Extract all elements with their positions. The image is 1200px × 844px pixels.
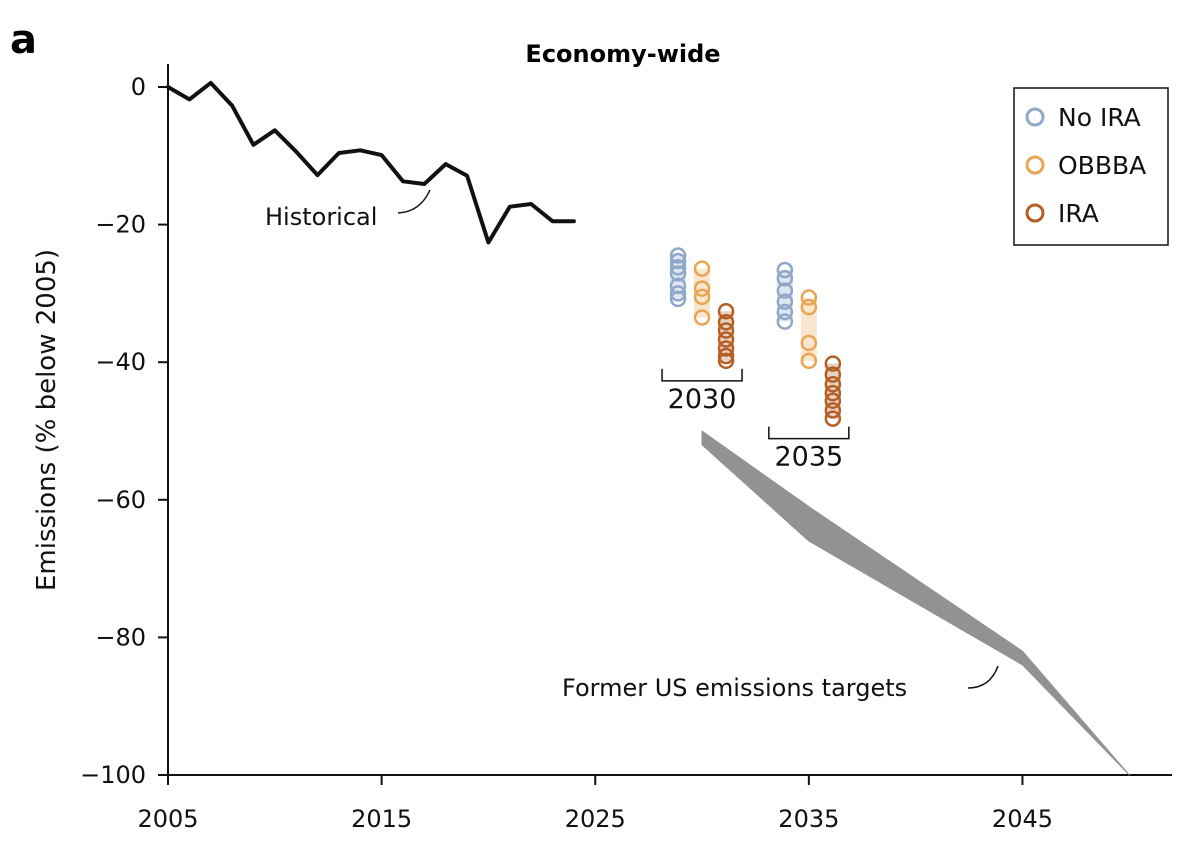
- year-group-brackets: 2030 2035: [661, 368, 850, 473]
- y-tick-label: 0: [131, 73, 146, 101]
- y-axis-label: Emissions (% below 2005): [32, 249, 62, 591]
- y-tick-label: −60: [95, 486, 146, 514]
- scenario-point: [824, 366, 842, 383]
- legend-label: IRA: [1058, 199, 1099, 228]
- scenario-point: [824, 402, 842, 419]
- targets-label: Former US emissions targets: [562, 674, 907, 702]
- legend-label: OBBBA: [1058, 151, 1146, 180]
- scenario-point: [669, 247, 687, 264]
- scenario-point: [717, 331, 735, 348]
- range-bar: [694, 268, 711, 318]
- scenario-point: [776, 282, 794, 299]
- axes: [167, 64, 1172, 776]
- y-tick-label: −20: [95, 211, 146, 239]
- annotations: Historical Former US emissions targets: [265, 189, 999, 702]
- scenario-point: [776, 261, 794, 279]
- scenario-points: [669, 247, 842, 427]
- scenario-point: [669, 252, 687, 270]
- scenario-point: [717, 340, 735, 357]
- panel-letter: a: [10, 17, 37, 63]
- scenario-point: [800, 289, 818, 306]
- range-bar: [800, 297, 817, 361]
- scenario-point: [776, 303, 794, 321]
- historical-label: Historical: [265, 203, 377, 231]
- y-tick-label: −40: [95, 348, 146, 376]
- scenario-point: [824, 392, 842, 409]
- year-bracket: [661, 368, 743, 382]
- x-tick-label: 2005: [137, 805, 198, 833]
- scenario-point: [717, 352, 735, 370]
- scenario-point: [800, 334, 818, 352]
- legend-marker: [1025, 155, 1045, 175]
- legend: No IRA OBBBA IRA: [1013, 87, 1169, 246]
- historical-line: [166, 80, 576, 245]
- x-tick-label: 2035: [778, 805, 839, 833]
- targets-leader: [967, 665, 999, 689]
- scenario-point: [669, 285, 687, 302]
- scenario-point: [776, 313, 794, 330]
- targets-band: [701, 430, 1130, 776]
- scenario-point: [693, 288, 711, 306]
- historical-series: [166, 80, 576, 245]
- scenario-point: [824, 410, 842, 427]
- legend-marker: [1025, 107, 1045, 127]
- x-tick-label: 2015: [351, 805, 412, 833]
- scenario-point: [776, 293, 794, 310]
- y-tick-label: −100: [80, 761, 146, 789]
- scenario-point: [693, 260, 711, 277]
- scenario-point: [693, 309, 711, 326]
- legend-marker: [1025, 203, 1045, 223]
- scenario-point: [824, 355, 842, 372]
- x-ticks: 2005 2015 2025 2035 2045: [137, 775, 1053, 833]
- scenario-point: [717, 303, 735, 320]
- scenario-point: [800, 352, 818, 370]
- year-bracket: [768, 426, 850, 440]
- scenario-point: [669, 290, 687, 308]
- legend-label: No IRA: [1058, 103, 1141, 132]
- y-ticks: 0 −20 −40 −60 −80 −100: [80, 73, 168, 789]
- y-tick-label: −80: [95, 623, 146, 651]
- scenario-point: [776, 270, 794, 287]
- chart-title: Economy-wide: [525, 40, 720, 68]
- scenario-point: [693, 280, 711, 297]
- scenario-point: [717, 322, 735, 339]
- year-group-label: 2035: [774, 442, 843, 473]
- historical-leader: [397, 189, 431, 214]
- scenario-point: [824, 375, 842, 393]
- scenario-point: [669, 259, 687, 276]
- scenario-point: [669, 265, 687, 282]
- year-group-label: 2030: [668, 384, 737, 415]
- x-tick-label: 2025: [565, 805, 626, 833]
- scenario-point: [717, 314, 735, 331]
- scenario-point: [717, 347, 735, 365]
- scenario-point: [800, 298, 818, 316]
- x-tick-label: 2045: [992, 805, 1053, 833]
- scenario-point: [824, 384, 842, 402]
- target-band: [701, 430, 1130, 776]
